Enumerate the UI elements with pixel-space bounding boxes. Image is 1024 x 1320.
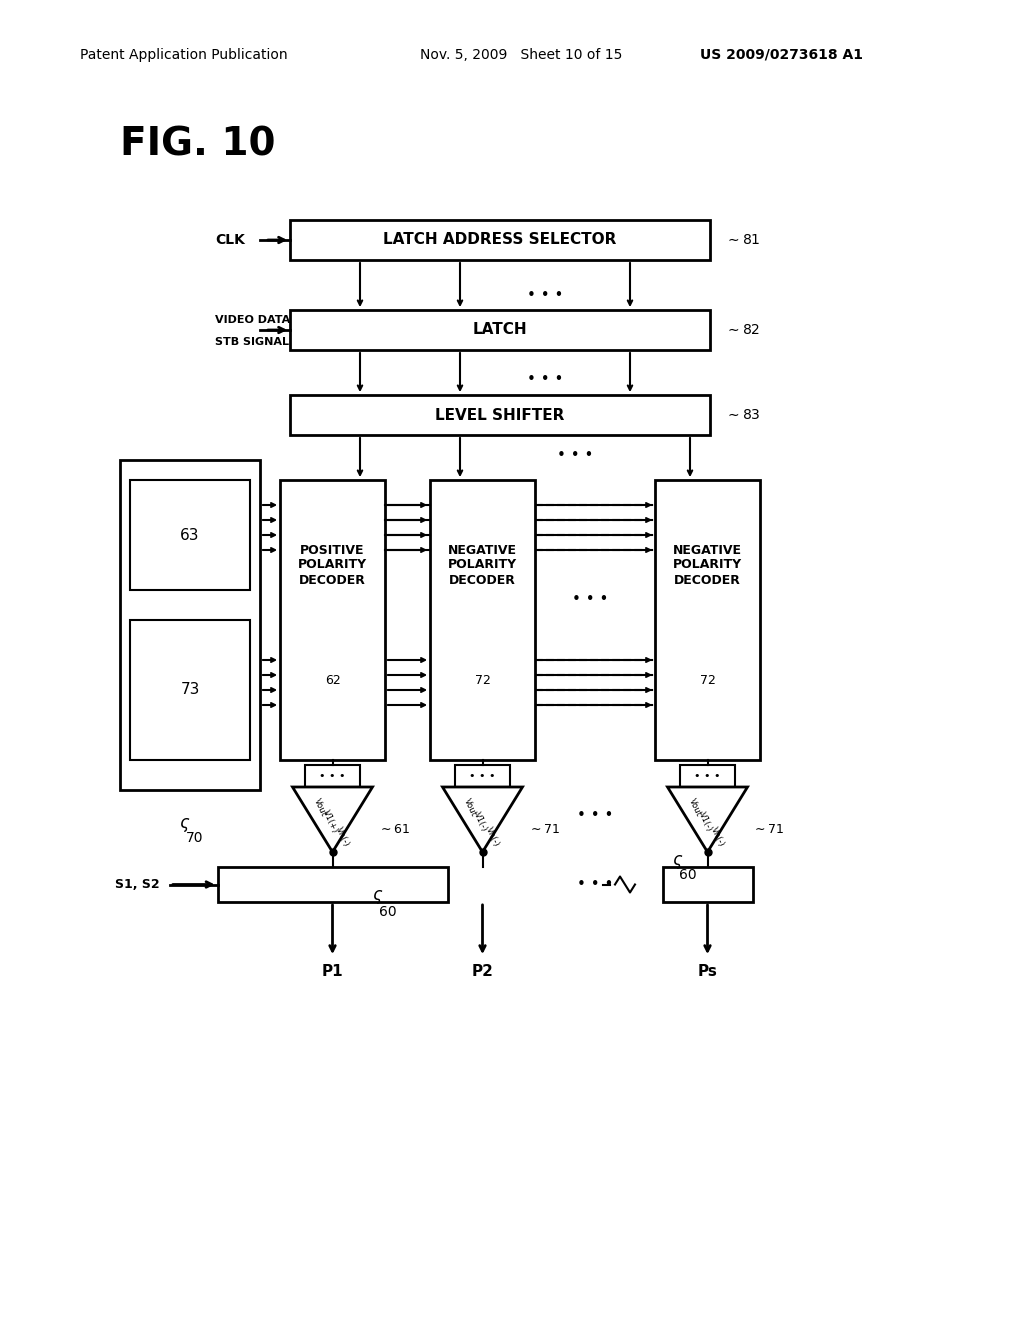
Text: 63: 63	[180, 528, 200, 543]
Text: $\sim$81: $\sim$81	[725, 234, 761, 247]
Text: P2: P2	[472, 965, 494, 979]
Text: S1, S2: S1, S2	[115, 878, 160, 891]
Text: • • •: • • •	[526, 372, 563, 388]
Text: POSITIVE
POLARITY
DECODER: POSITIVE POLARITY DECODER	[298, 544, 367, 586]
Text: LATCH: LATCH	[473, 322, 527, 338]
Text: V1(-): V1(-)	[697, 810, 714, 833]
Text: Vout: Vout	[312, 796, 329, 817]
Polygon shape	[442, 787, 522, 851]
Text: 72: 72	[474, 673, 490, 686]
Text: Vn(-): Vn(-)	[334, 826, 351, 849]
Text: 73: 73	[180, 682, 200, 697]
Text: • • •: • • •	[694, 771, 721, 781]
Bar	[305, 766, 360, 787]
Text: • • •: • • •	[319, 771, 346, 781]
Text: V1(+): V1(+)	[322, 809, 340, 836]
Text: VIDEO DATA: VIDEO DATA	[215, 315, 290, 325]
Text: $\sim$82: $\sim$82	[725, 323, 760, 337]
Text: NEGATIVE
POLARITY
DECODER: NEGATIVE POLARITY DECODER	[447, 544, 517, 586]
Text: $\sim$71: $\sim$71	[527, 822, 559, 836]
Text: NEGATIVE
POLARITY
DECODER: NEGATIVE POLARITY DECODER	[673, 544, 742, 586]
Text: • • •: • • •	[577, 876, 613, 892]
Text: • • •: • • •	[557, 447, 593, 462]
Bar	[655, 480, 760, 760]
Bar	[680, 766, 735, 787]
Text: LEVEL SHIFTER: LEVEL SHIFTER	[435, 408, 564, 422]
Text: 70: 70	[186, 832, 204, 845]
Text: $\varsigma$: $\varsigma$	[372, 888, 383, 906]
Text: LATCH ADDRESS SELECTOR: LATCH ADDRESS SELECTOR	[383, 232, 616, 248]
Text: Vout: Vout	[687, 796, 703, 817]
Text: $\varsigma$: $\varsigma$	[179, 816, 190, 834]
Text: 60: 60	[379, 906, 396, 919]
Bar	[130, 480, 250, 590]
Text: $\varsigma$: $\varsigma$	[672, 853, 683, 871]
Text: $\sim$71: $\sim$71	[753, 822, 784, 836]
Bar	[455, 766, 510, 787]
Text: Vn(-): Vn(-)	[709, 826, 726, 849]
Text: US 2009/0273618 A1: US 2009/0273618 A1	[700, 48, 863, 62]
Text: Vn(-): Vn(-)	[484, 826, 501, 849]
Text: FIG. 10: FIG. 10	[120, 125, 275, 164]
Text: Ps: Ps	[697, 965, 718, 979]
Text: STB SIGNAL: STB SIGNAL	[215, 337, 289, 347]
Text: Nov. 5, 2009   Sheet 10 of 15: Nov. 5, 2009 Sheet 10 of 15	[420, 48, 623, 62]
Text: V1(-): V1(-)	[472, 810, 488, 833]
Bar	[217, 867, 447, 902]
Bar	[120, 459, 260, 789]
Bar	[130, 620, 250, 760]
Text: • • •: • • •	[469, 771, 496, 781]
Text: 60: 60	[679, 869, 696, 882]
Bar	[290, 310, 710, 350]
Text: Vout: Vout	[463, 796, 478, 817]
Text: • • •: • • •	[577, 808, 613, 822]
Bar	[290, 220, 710, 260]
Text: Patent Application Publication: Patent Application Publication	[80, 48, 288, 62]
Bar	[290, 395, 710, 436]
Bar	[280, 480, 385, 760]
Text: • • •: • • •	[526, 288, 563, 302]
Polygon shape	[293, 787, 373, 851]
Text: $\sim$61: $\sim$61	[378, 822, 410, 836]
Bar	[430, 480, 535, 760]
Text: • • •: • • •	[571, 593, 608, 607]
Text: 62: 62	[325, 673, 340, 686]
Polygon shape	[668, 787, 748, 851]
Text: P1: P1	[322, 965, 343, 979]
Bar	[663, 867, 753, 902]
Text: CLK: CLK	[215, 234, 245, 247]
Text: 72: 72	[699, 673, 716, 686]
Text: $\sim$83: $\sim$83	[725, 408, 761, 422]
